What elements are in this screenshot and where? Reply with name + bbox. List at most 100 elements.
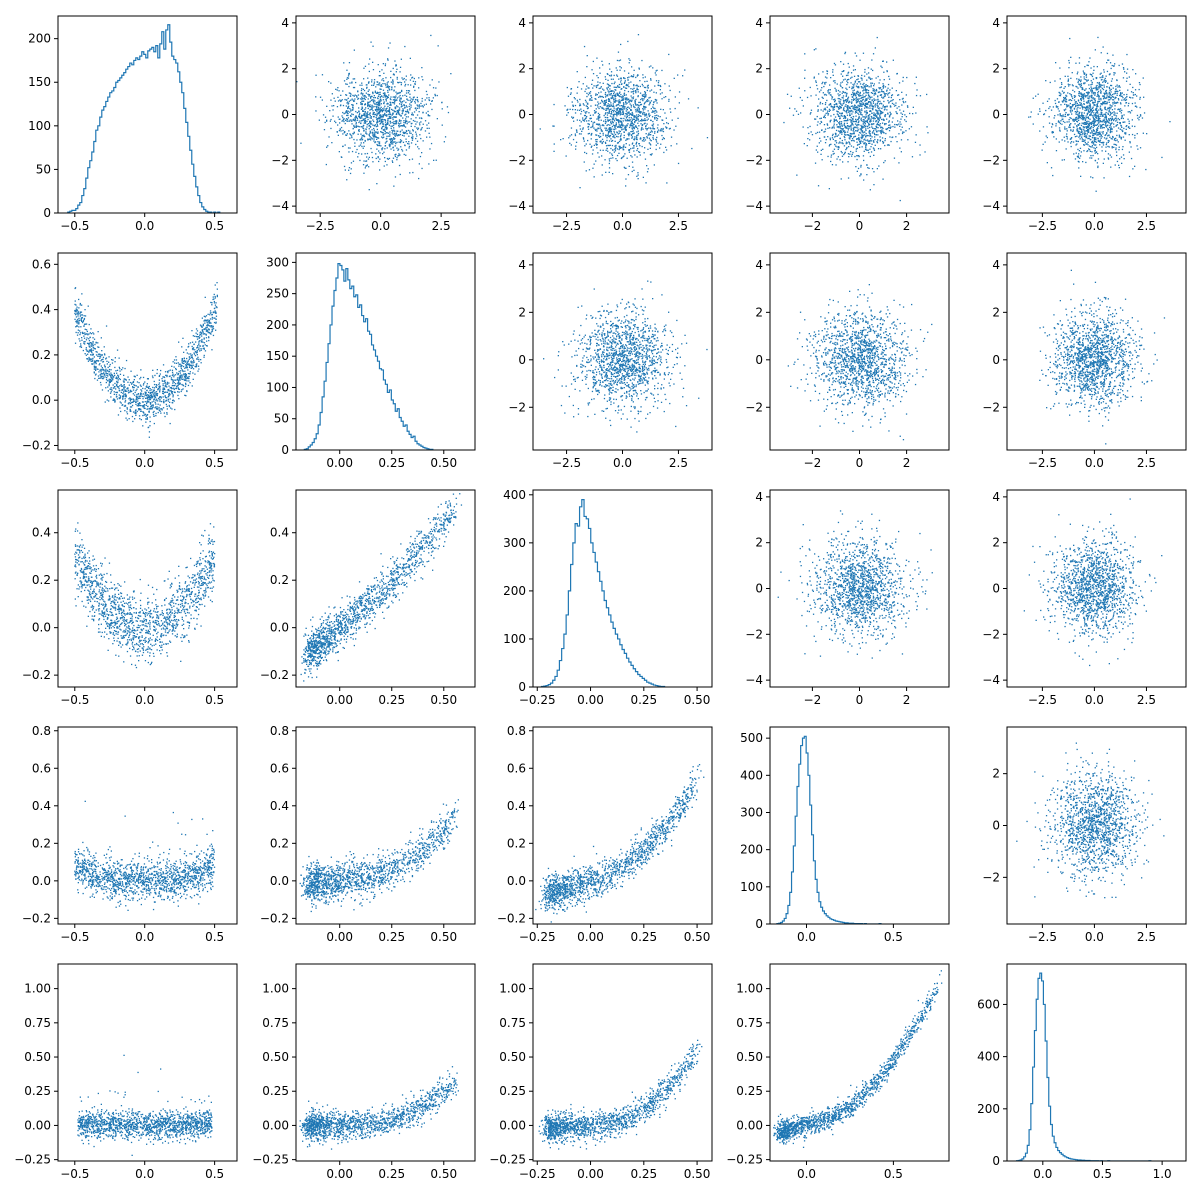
scatter-point bbox=[388, 109, 390, 111]
scatter-point bbox=[631, 156, 633, 158]
scatter-point bbox=[904, 114, 906, 116]
scatter-point bbox=[631, 76, 634, 78]
scatter-point bbox=[875, 120, 877, 122]
scatter-point bbox=[1099, 89, 1102, 91]
scatter-point bbox=[872, 107, 874, 109]
scatter-point bbox=[915, 76, 917, 78]
scatter-point bbox=[405, 132, 407, 134]
scatter-point bbox=[412, 137, 414, 140]
scatter-point bbox=[349, 108, 351, 110]
scatter-point bbox=[820, 121, 823, 123]
scatter-point bbox=[421, 97, 423, 100]
scatter-point bbox=[417, 127, 420, 129]
scatter-point bbox=[412, 130, 414, 132]
scatter-point bbox=[1145, 168, 1147, 171]
scatter-point bbox=[1078, 104, 1081, 106]
scatter-point bbox=[639, 115, 641, 117]
scatter-point bbox=[341, 115, 343, 117]
scatter-point bbox=[1067, 92, 1069, 94]
scatter-point bbox=[393, 99, 396, 101]
scatter-point bbox=[863, 89, 865, 91]
scatter-point bbox=[873, 112, 875, 114]
scatter-point bbox=[395, 121, 397, 124]
scatter-point bbox=[1123, 68, 1125, 70]
scatter-point bbox=[846, 83, 848, 86]
scatter-point bbox=[597, 124, 599, 126]
scatter-point bbox=[1104, 108, 1106, 110]
scatter-point bbox=[615, 144, 617, 147]
scatter-point bbox=[596, 84, 598, 87]
scatter-point bbox=[827, 114, 829, 116]
scatter-point bbox=[628, 133, 630, 136]
scatter-point bbox=[584, 145, 586, 147]
scatter-point bbox=[351, 120, 353, 122]
scatter-point bbox=[1087, 93, 1089, 95]
scatter-point bbox=[396, 78, 398, 80]
scatter-point bbox=[1107, 153, 1110, 155]
scatter-point bbox=[627, 123, 629, 125]
scatter-point bbox=[379, 111, 381, 114]
scatter-point bbox=[369, 122, 371, 124]
scatter-point bbox=[362, 100, 365, 102]
scatter-point bbox=[857, 86, 859, 89]
scatter-point bbox=[408, 159, 411, 161]
scatter-point bbox=[1117, 102, 1119, 104]
scatter-point bbox=[387, 121, 389, 124]
scatter-point bbox=[831, 134, 834, 137]
scatter-point bbox=[868, 76, 870, 78]
scatter-point bbox=[385, 141, 387, 143]
scatter-point bbox=[632, 93, 635, 95]
scatter-point bbox=[352, 78, 354, 80]
scatter-point bbox=[635, 90, 637, 93]
scatter-point bbox=[910, 126, 913, 128]
scatter-point bbox=[574, 133, 576, 135]
scatter-point bbox=[832, 150, 834, 152]
scatter-point bbox=[377, 102, 380, 104]
scatter-point bbox=[644, 93, 646, 95]
scatter-point bbox=[1096, 106, 1098, 108]
scatter-point bbox=[665, 96, 667, 98]
scatter-point bbox=[617, 141, 619, 144]
scatter-point bbox=[615, 100, 617, 102]
scatter-point bbox=[1102, 126, 1104, 129]
scatter-point bbox=[586, 95, 588, 98]
scatter-point bbox=[414, 100, 416, 103]
scatter-point bbox=[374, 141, 376, 144]
scatter-point bbox=[376, 124, 378, 126]
scatter-point bbox=[867, 89, 870, 92]
scatter-point bbox=[873, 98, 875, 100]
scatter-point bbox=[1102, 123, 1104, 126]
scatter-point bbox=[1090, 99, 1092, 102]
scatter-point bbox=[845, 126, 847, 128]
scatter-point bbox=[644, 106, 646, 108]
scatter-point bbox=[363, 94, 366, 97]
scatter-point bbox=[347, 97, 349, 99]
scatter-point bbox=[388, 113, 390, 115]
scatter-point bbox=[373, 99, 375, 101]
plot-area bbox=[539, 34, 709, 189]
scatter-point bbox=[598, 103, 600, 105]
scatter-point bbox=[1083, 129, 1085, 131]
scatter-point bbox=[839, 132, 842, 134]
scatter-point bbox=[615, 95, 617, 97]
scatter-point bbox=[426, 127, 428, 129]
scatter-point bbox=[647, 148, 649, 150]
scatter-point bbox=[610, 147, 612, 150]
scatter-point bbox=[660, 128, 662, 130]
scatter-point bbox=[626, 99, 628, 101]
scatter-point bbox=[1086, 114, 1088, 116]
scatter-point bbox=[859, 91, 861, 94]
scatter-point bbox=[625, 127, 627, 129]
scatter-point bbox=[430, 142, 433, 145]
scatter-point bbox=[640, 103, 643, 106]
scatter-point bbox=[843, 124, 845, 126]
scatter-point bbox=[866, 149, 868, 151]
scatter-point bbox=[1161, 156, 1163, 159]
scatter-point bbox=[1099, 85, 1101, 87]
scatter-point bbox=[627, 174, 630, 176]
scatter-point bbox=[852, 128, 855, 130]
scatter-point bbox=[631, 122, 633, 124]
scatter-point bbox=[655, 110, 657, 112]
scatter-point bbox=[1094, 101, 1096, 103]
scatter-point bbox=[610, 78, 613, 80]
